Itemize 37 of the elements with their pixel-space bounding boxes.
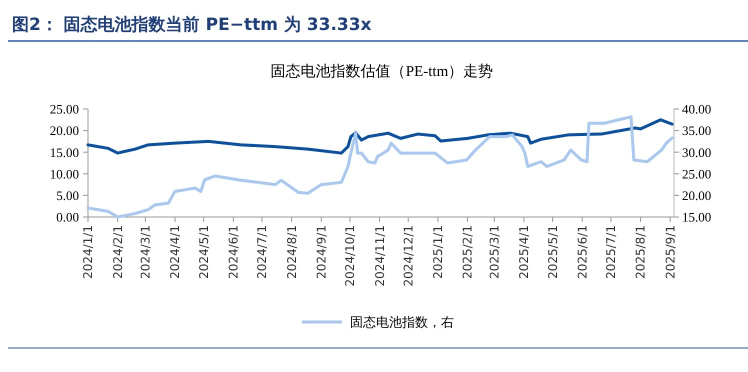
x-tick-label: 2025/3/1 bbox=[487, 225, 502, 279]
x-tick-label: 2024/4/1 bbox=[168, 225, 182, 279]
x-tick-label: 2024/10/1 bbox=[343, 225, 358, 287]
y-tick-label: 0.00 bbox=[56, 210, 79, 225]
y2-tick-label: 20.00 bbox=[682, 188, 712, 203]
y-tick-label: 5.00 bbox=[56, 188, 79, 203]
x-tick-label: 2024/1/1 bbox=[81, 225, 96, 279]
chart-title: 图2： 固态电池指数当前 PE−ttm 为 33.33x bbox=[12, 15, 372, 35]
y-tick-label: 20.00 bbox=[50, 123, 79, 138]
x-tick-label: 2024/8/1 bbox=[284, 225, 299, 279]
x-tick-label: 2024/11/1 bbox=[372, 225, 387, 287]
x-tick-label: 2025/8/1 bbox=[634, 225, 648, 279]
y2-tick-label: 25.00 bbox=[682, 166, 712, 182]
x-tick-label: 2024/9/1 bbox=[314, 225, 328, 279]
x-tick-label: 2025/4/1 bbox=[517, 225, 532, 279]
x-tick-label: 2025/2/1 bbox=[460, 225, 475, 279]
x-tick-label: 2025/6/1 bbox=[575, 225, 590, 279]
chart-subtitle: 固态电池指数估值（PE-ttm）走势 bbox=[270, 63, 494, 80]
line-series bbox=[86, 118, 674, 155]
y2-tick-label: 35.00 bbox=[682, 123, 712, 138]
x-tick-label: 2024/2/1 bbox=[110, 225, 125, 279]
y-tick-label: 15.00 bbox=[50, 144, 79, 160]
y-tick-label: 25.00 bbox=[50, 102, 79, 117]
x-tick-label: 2025/7/1 bbox=[604, 225, 618, 279]
x-tick-label: 2024/12/1 bbox=[401, 225, 416, 287]
y2-tick-label: 30.00 bbox=[682, 144, 712, 160]
x-tick-label: 2025/5/1 bbox=[546, 225, 560, 279]
y-tick-label: 10.00 bbox=[50, 166, 79, 182]
y2-tick-label: 40.00 bbox=[682, 102, 712, 117]
x-tick-label: 2024/6/1 bbox=[226, 225, 241, 279]
x-tick-label: 2024/7/1 bbox=[255, 225, 270, 279]
x-tick-label: 2024/3/1 bbox=[138, 225, 153, 279]
legend-label: 固态电池指数，右 bbox=[350, 314, 454, 330]
y2-tick-label: 15.00 bbox=[682, 210, 712, 225]
x-tick-label: 2025/1/1 bbox=[431, 225, 446, 279]
x-tick-label: 2024/5/1 bbox=[196, 225, 211, 279]
x-tick-label: 2025/9/1 bbox=[663, 225, 678, 279]
